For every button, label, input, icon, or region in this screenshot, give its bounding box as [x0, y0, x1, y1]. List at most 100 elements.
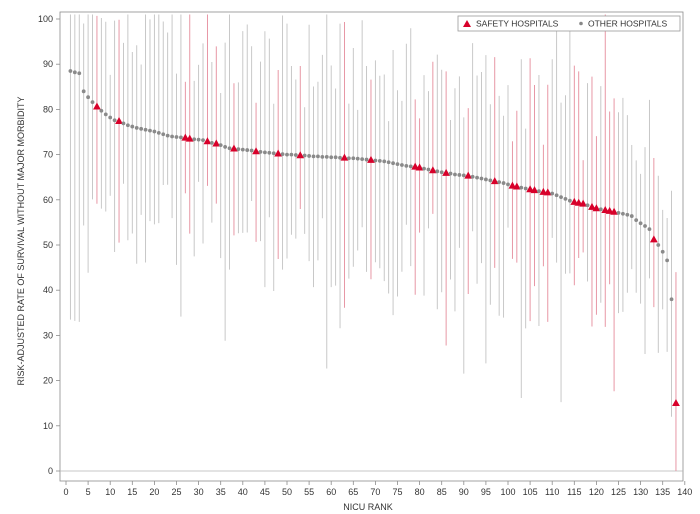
y-tick-label: 30: [43, 330, 53, 340]
point-other-hospital: [320, 154, 325, 159]
x-tick-label: 65: [348, 487, 358, 497]
x-tick-label: 130: [633, 487, 648, 497]
point-other-hospital: [360, 157, 365, 162]
x-tick-label: 120: [589, 487, 604, 497]
point-other-hospital: [479, 176, 484, 181]
point-other-hospital: [81, 89, 86, 94]
legend-circle-icon: [579, 21, 583, 26]
point-other-hospital: [143, 127, 148, 132]
y-tick-label: 50: [43, 240, 53, 250]
point-safety-hospital: [610, 207, 618, 215]
point-other-hospital: [554, 193, 559, 198]
point-safety-hospital: [574, 198, 583, 206]
point-other-hospital: [209, 140, 214, 145]
point-other-hospital: [475, 175, 479, 180]
point-safety-hospital: [526, 185, 534, 193]
y-tick-label: 10: [43, 421, 53, 431]
point-other-hospital: [439, 170, 444, 175]
point-other-hospital: [377, 159, 382, 163]
point-other-hospital: [457, 173, 462, 177]
point-other-hospital: [302, 153, 307, 158]
point-other-hospital: [245, 148, 250, 152]
point-other-hospital: [426, 167, 431, 172]
point-other-hospital: [346, 156, 351, 161]
point-safety-hospital: [93, 102, 101, 110]
point-other-hospital: [550, 191, 555, 196]
x-tick-label: 10: [105, 487, 115, 497]
point-other-hospital: [125, 123, 130, 128]
point-safety-hospital: [605, 206, 614, 214]
point-other-hospital: [236, 147, 241, 152]
point-other-hospital: [629, 214, 634, 218]
y-tick-label: 100: [38, 14, 53, 24]
point-other-hospital: [634, 218, 639, 223]
data-points: [68, 69, 680, 406]
point-other-hospital: [174, 135, 179, 139]
point-other-hospital: [497, 180, 502, 185]
y-tick-label: 40: [43, 285, 53, 295]
point-safety-hospital: [203, 137, 212, 145]
x-tick-label: 100: [500, 487, 515, 497]
point-other-hospital: [329, 155, 334, 160]
point-safety-hospital: [185, 134, 194, 142]
point-safety-hospital: [411, 162, 420, 170]
point-other-hospital: [422, 166, 426, 171]
point-other-hospital: [316, 154, 320, 159]
x-tick-label: 110: [545, 487, 559, 497]
point-other-hospital: [400, 163, 404, 167]
y-tick-label: 20: [43, 376, 53, 386]
point-safety-hospital: [672, 399, 680, 406]
point-other-hospital: [72, 70, 77, 75]
point-other-hospital: [598, 207, 603, 212]
point-other-hospital: [99, 108, 104, 113]
point-safety-hospital: [367, 155, 375, 163]
point-safety-hospital: [649, 235, 658, 243]
x-tick-label: 45: [260, 487, 270, 497]
point-other-hospital: [227, 146, 232, 151]
point-safety-hospital: [592, 204, 601, 212]
x-tick-label: 125: [611, 487, 626, 497]
x-tick-label: 60: [326, 487, 336, 497]
point-safety-hospital: [340, 153, 349, 161]
x-tick-label: 30: [194, 487, 204, 497]
point-other-hospital: [506, 182, 510, 187]
point-other-hospital: [621, 211, 625, 216]
point-other-hospital: [289, 152, 294, 157]
plot-area: [59, 11, 684, 482]
point-other-hospital: [311, 154, 316, 159]
y-tick-label: 60: [43, 195, 53, 205]
point-other-hospital: [386, 160, 391, 165]
point-other-hospital: [616, 211, 621, 215]
point-other-hospital: [148, 128, 152, 133]
point-safety-hospital: [570, 197, 579, 205]
point-other-hospital: [108, 115, 113, 120]
point-other-hospital: [448, 171, 453, 176]
point-other-hospital: [161, 132, 166, 137]
point-other-hospital: [130, 124, 135, 129]
point-safety-hospital: [230, 144, 238, 152]
point-safety-hospital: [115, 116, 123, 124]
point-other-hospital: [382, 159, 387, 164]
x-tick-label: 35: [216, 487, 226, 497]
x-tick-label: 20: [149, 487, 159, 497]
point-other-hospital: [625, 212, 630, 217]
point-safety-hospital: [543, 188, 552, 196]
x-tick-label: 135: [655, 487, 670, 497]
point-safety-hospital: [442, 168, 451, 176]
point-other-hospital: [656, 243, 661, 247]
legend-box: [457, 15, 681, 32]
point-other-hospital: [435, 169, 440, 174]
point-other-hospital: [156, 131, 161, 135]
point-other-hospital: [355, 156, 360, 161]
point-other-hospital: [249, 148, 254, 153]
point-safety-hospital: [252, 147, 260, 155]
point-other-hospital: [192, 137, 197, 142]
point-safety-hospital: [588, 202, 596, 210]
point-other-hospital: [484, 177, 488, 182]
point-safety-hospital: [274, 149, 283, 157]
point-other-hospital: [112, 118, 117, 123]
point-other-hospital: [501, 181, 506, 185]
x-tick-label: 140: [677, 487, 692, 497]
x-tick-label: 115: [567, 487, 581, 497]
x-tick-label: 55: [304, 487, 314, 497]
